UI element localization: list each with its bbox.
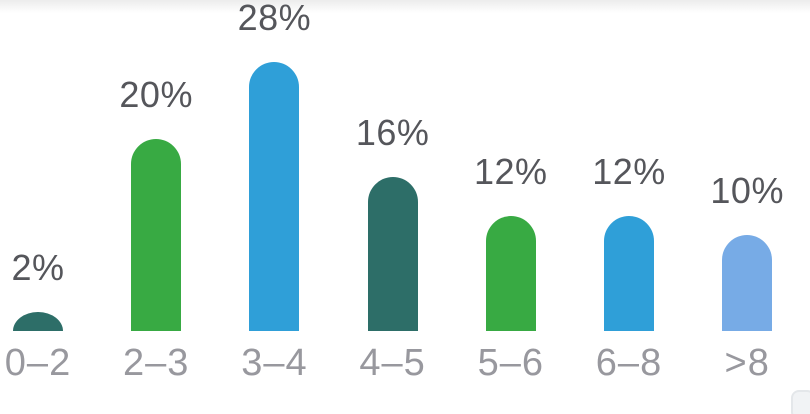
category-label: 6–8 [595,342,663,384]
bar-value-label: 12% [592,150,666,192]
bar-value-label: 28% [237,0,312,39]
bar-value-label: 16% [355,112,430,154]
bar [13,311,63,331]
bar-value-label: 10% [710,170,784,211]
bar [722,235,773,331]
bar [604,215,654,331]
bar [485,215,536,331]
bar-value-label: 12% [474,150,548,192]
bottom-right-edge-artifact [791,390,810,414]
category-label: 4–5 [359,342,426,384]
bar [131,139,182,331]
category-label: 0–2 [4,342,72,384]
bar [367,177,418,331]
top-edge-shadow [0,0,810,13]
bar [249,62,300,331]
category-label: 2–3 [122,342,190,384]
category-label: 3–4 [241,342,308,384]
category-label: >8 [724,342,770,384]
bar-value-label: 20% [119,74,193,115]
bar-value-label: 2% [11,246,65,288]
category-label: 5–6 [477,342,544,384]
